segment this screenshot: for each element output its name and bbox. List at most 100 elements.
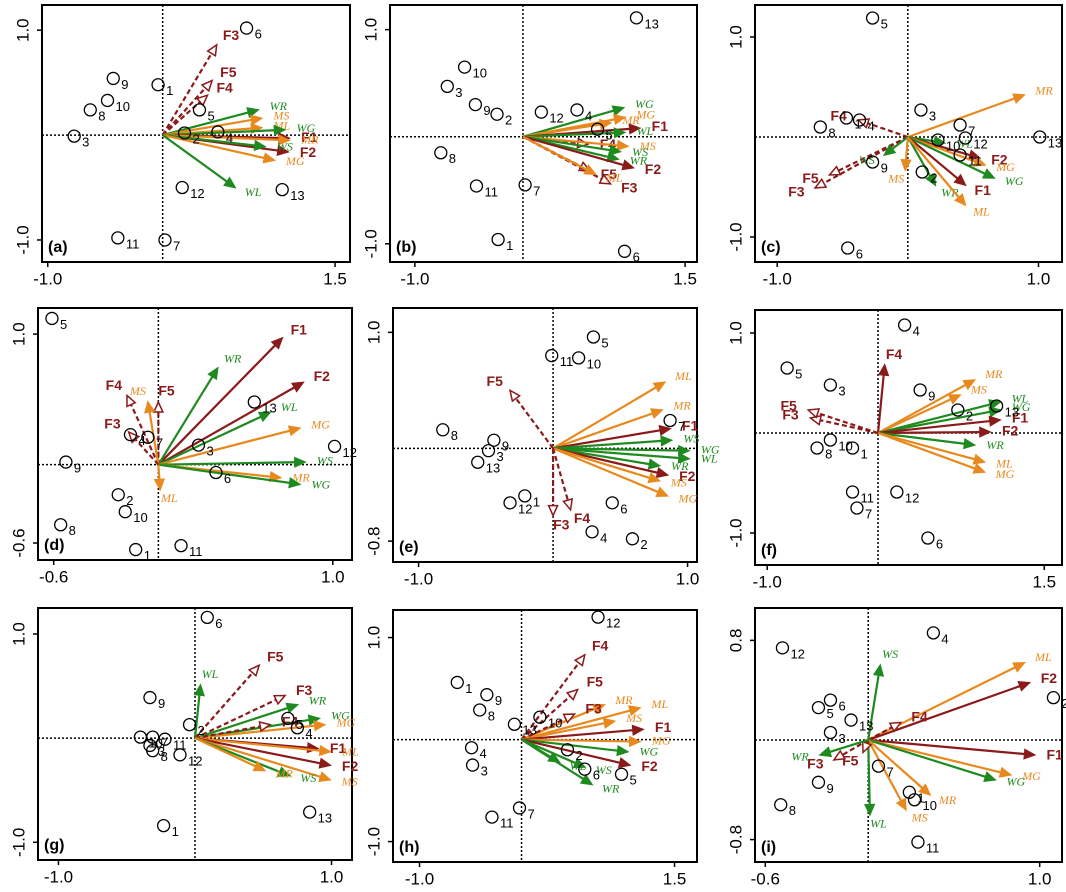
vector-label: WS (277, 139, 293, 153)
site-label: 1 (533, 494, 540, 509)
vector-label: F3 (807, 756, 824, 772)
vector-line (194, 737, 321, 752)
vector-head (655, 486, 670, 497)
panel-label: (i) (761, 839, 776, 856)
vector-head (144, 400, 156, 414)
vector-head (621, 159, 635, 171)
vector-label: ML (674, 369, 692, 383)
y-tick-label: 1.0 (726, 25, 745, 49)
vector-head (318, 744, 332, 757)
vector-label: WL (281, 400, 298, 414)
vector-line (522, 131, 615, 138)
site-label: 11 (126, 236, 139, 251)
site-point (911, 835, 925, 849)
vector-line (194, 706, 289, 740)
vector-label: WR (270, 99, 288, 113)
site-label: 4 (913, 323, 920, 338)
y-tick-label: -0.6 (9, 528, 28, 557)
vector-head (207, 366, 219, 381)
vector-label: WL (1012, 391, 1029, 405)
x-tick-label: 1.0 (1028, 869, 1052, 888)
site-label: 7 (156, 436, 163, 451)
site-label: 2 (1061, 696, 1066, 711)
site-label: 13 (859, 718, 873, 733)
site-point (173, 748, 187, 762)
vector-head (954, 193, 967, 207)
vector-label: F5 (780, 398, 797, 414)
vector-head (592, 703, 606, 715)
site-point (440, 79, 454, 94)
site-label: 10 (838, 438, 852, 453)
vector-label: WR (791, 750, 809, 764)
vector-head (598, 173, 613, 185)
vector-line (552, 386, 657, 450)
vector-label: WL (701, 451, 718, 465)
vector-label: WS (596, 763, 612, 777)
site-label: 13 (644, 16, 658, 31)
vector-head (877, 363, 890, 377)
vector-head (895, 797, 907, 812)
x-tick-label: -1.0 (404, 569, 433, 588)
site-label: 10 (548, 716, 562, 731)
site-point (59, 455, 73, 469)
site-label: 8 (825, 446, 832, 461)
vector-label: F5 (220, 64, 237, 80)
site-label: 11 (968, 153, 982, 168)
vector-head (979, 426, 992, 438)
vector-line (877, 410, 991, 435)
vector-line (867, 738, 986, 778)
vector-label: MS (911, 810, 928, 824)
site-point (473, 703, 487, 717)
site-label: 10 (923, 798, 937, 813)
vector-head (983, 771, 997, 783)
vector-line (157, 415, 262, 466)
site-label: 1 (166, 83, 173, 98)
vector-line (907, 136, 959, 180)
x-tick-label: -1.0 (400, 269, 429, 288)
vector-label: WG (1012, 400, 1031, 414)
vector-label: F2 (679, 468, 696, 484)
site-label: 9 (158, 696, 165, 711)
vector-head (249, 114, 264, 126)
site-label: 3 (82, 135, 89, 150)
vector-line (522, 135, 588, 171)
panel-label: (a) (48, 239, 68, 256)
vector-line (520, 738, 585, 781)
vector-line (876, 374, 885, 434)
site-point (129, 542, 143, 557)
vector-line (162, 118, 252, 137)
site-label: 6 (620, 501, 627, 516)
site-point (1033, 130, 1047, 144)
vector-line (867, 726, 893, 741)
site-point (585, 525, 599, 539)
vector-head (579, 773, 594, 786)
site-point (327, 439, 342, 454)
vector-line (194, 725, 261, 740)
vector-label: F1 (682, 418, 699, 434)
site-point (953, 118, 967, 132)
vector-label: F3 (621, 179, 638, 195)
vector-head (628, 705, 642, 717)
vector-label: MR (300, 132, 319, 146)
vector-head (988, 415, 1002, 427)
site-point (578, 762, 592, 776)
vector-head (616, 744, 630, 757)
site-label: 3 (481, 764, 488, 779)
vector-label: MG (677, 491, 697, 505)
site-point (823, 725, 838, 740)
site-point (844, 713, 858, 727)
vector-label: MR (275, 766, 294, 780)
vector-label: MS (272, 108, 289, 122)
site-label: 13 (262, 400, 276, 415)
vector-label: MR (984, 367, 1003, 381)
vector-line (552, 447, 659, 494)
site-label: 4 (868, 118, 875, 133)
vector-head (972, 453, 987, 465)
vector-head (562, 713, 577, 724)
vector-head (900, 158, 912, 172)
vector-line (522, 135, 624, 167)
vector-label: F2 (991, 152, 1008, 168)
vector-head (562, 497, 574, 512)
site-label: 3 (158, 744, 165, 759)
vector-head (925, 172, 937, 187)
